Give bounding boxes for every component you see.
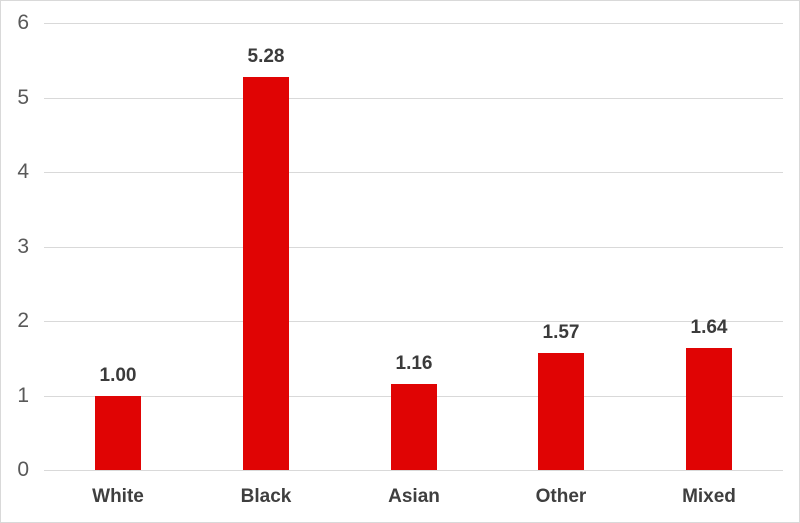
category-label-other: Other <box>535 486 587 507</box>
y-axis-tick-label-3: 3 <box>17 235 29 258</box>
category-label-mixed: Mixed <box>682 486 736 507</box>
value-label-mixed: 1.64 <box>690 317 728 338</box>
y-axis-tick-label-6: 6 <box>17 11 29 34</box>
y-axis-tick-label-0: 0 <box>17 458 29 481</box>
gridline-6 <box>44 23 783 24</box>
gridline-3 <box>44 247 783 248</box>
bar-asian <box>391 384 437 470</box>
y-axis-tick-label-4: 4 <box>17 160 29 183</box>
bar-white <box>95 396 141 470</box>
bar-mixed <box>686 348 732 470</box>
category-label-black: Black <box>240 486 292 507</box>
value-label-asian: 1.16 <box>395 353 433 374</box>
value-label-black: 5.28 <box>247 46 285 67</box>
category-label-white: White <box>92 486 144 507</box>
bar-other <box>538 353 584 470</box>
value-label-white: 1.00 <box>99 365 137 386</box>
y-axis-tick-label-2: 2 <box>17 309 29 332</box>
category-label-asian: Asian <box>388 486 440 507</box>
gridline-0 <box>44 470 783 471</box>
y-axis-tick-label-1: 1 <box>17 384 29 407</box>
value-label-other: 1.57 <box>542 322 580 343</box>
bar-black <box>243 77 289 470</box>
gridline-5 <box>44 98 783 99</box>
gridline-4 <box>44 172 783 173</box>
y-axis-tick-label-5: 5 <box>17 86 29 109</box>
gridline-2 <box>44 321 783 322</box>
